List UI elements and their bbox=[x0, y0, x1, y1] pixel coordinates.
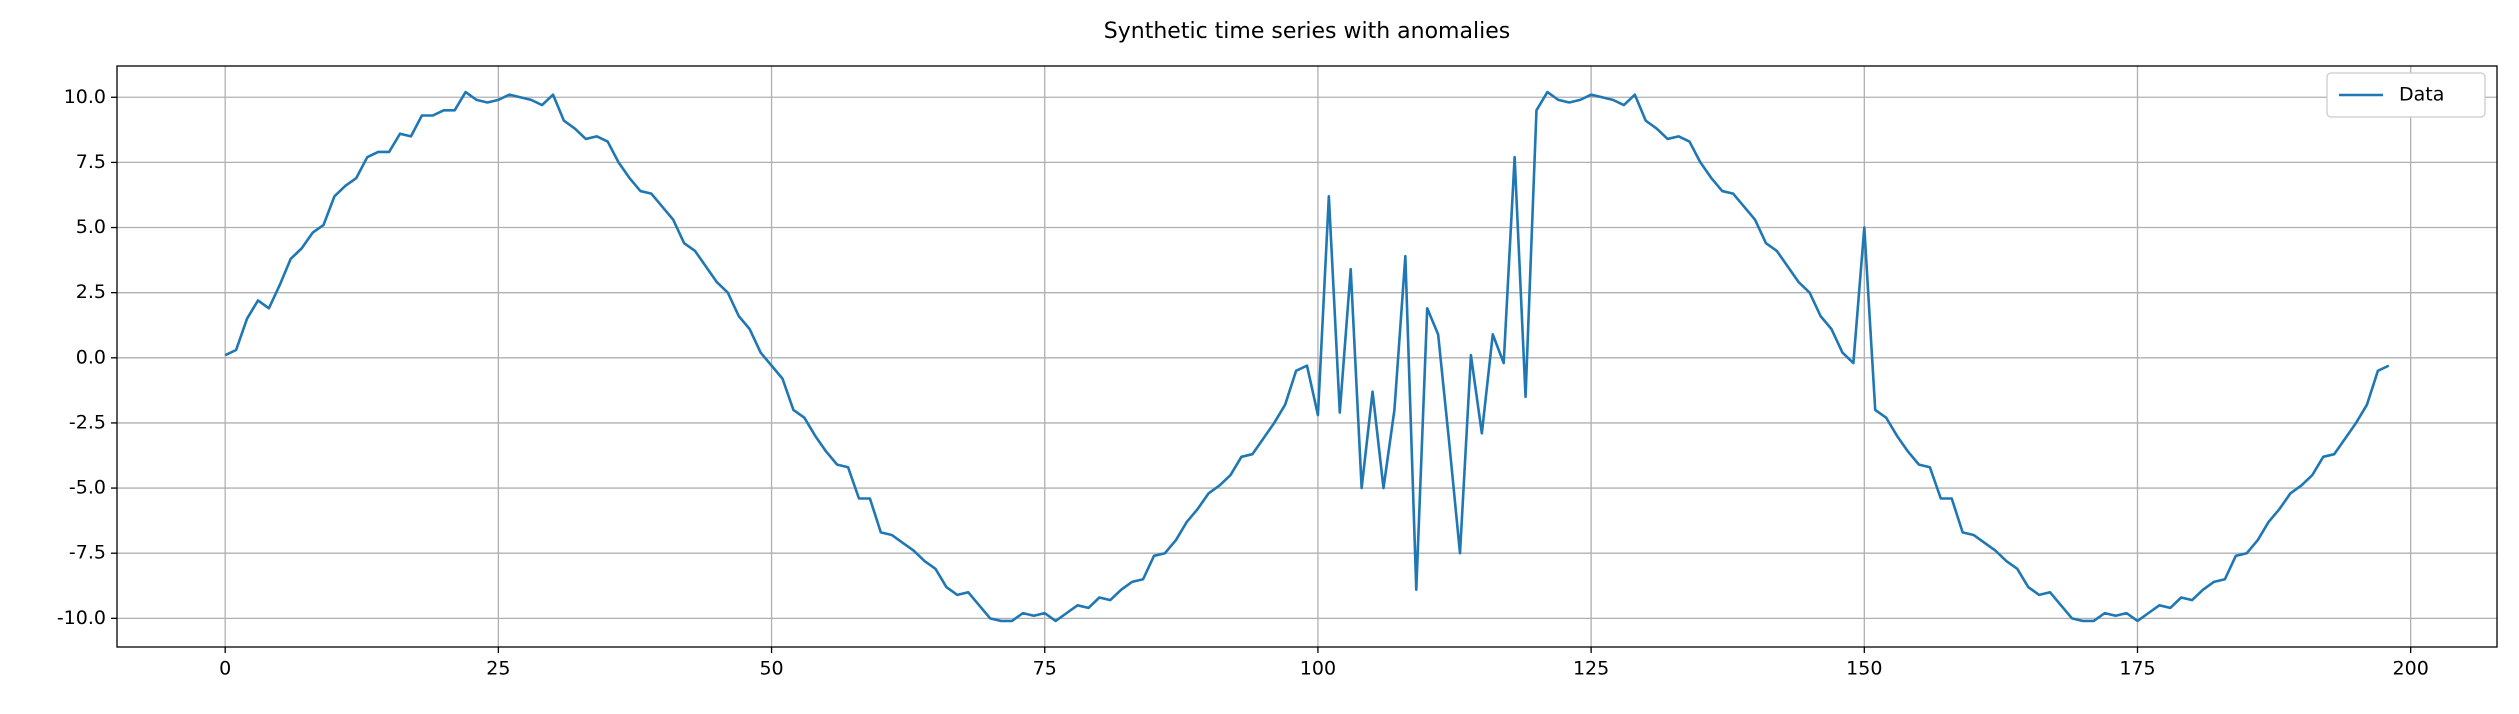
x-tick-label: 200 bbox=[2393, 658, 2429, 680]
y-tick-label: -2.5 bbox=[69, 411, 106, 433]
x-tick-label: 25 bbox=[486, 658, 510, 680]
y-tick-label: 2.5 bbox=[76, 281, 106, 303]
y-tick-label: 10.0 bbox=[64, 86, 106, 108]
x-tick-label: 0 bbox=[219, 658, 231, 680]
y-tick-label: 7.5 bbox=[76, 151, 106, 173]
x-tick-label: 50 bbox=[759, 658, 783, 680]
y-tick-label: -7.5 bbox=[69, 542, 106, 564]
x-tick-label: 100 bbox=[1300, 658, 1336, 680]
plot-frame bbox=[116, 65, 2498, 648]
legend: Data bbox=[2326, 72, 2486, 118]
y-tick-label: 0.0 bbox=[76, 346, 106, 368]
x-tick-label: 150 bbox=[1846, 658, 1882, 680]
legend-label: Data bbox=[2399, 84, 2444, 106]
data-line bbox=[224, 90, 2390, 623]
y-tick-label: 5.0 bbox=[76, 216, 106, 238]
y-tick-label: -10.0 bbox=[57, 607, 106, 629]
legend-box bbox=[2326, 72, 2486, 118]
x-tick-label: 125 bbox=[1573, 658, 1609, 680]
y-tick-label: -5.0 bbox=[69, 477, 106, 499]
x-tick-label: 75 bbox=[1033, 658, 1057, 680]
chart-title: Synthetic time series with anomalies bbox=[1104, 19, 1510, 44]
x-tick-label: 175 bbox=[2119, 658, 2155, 680]
